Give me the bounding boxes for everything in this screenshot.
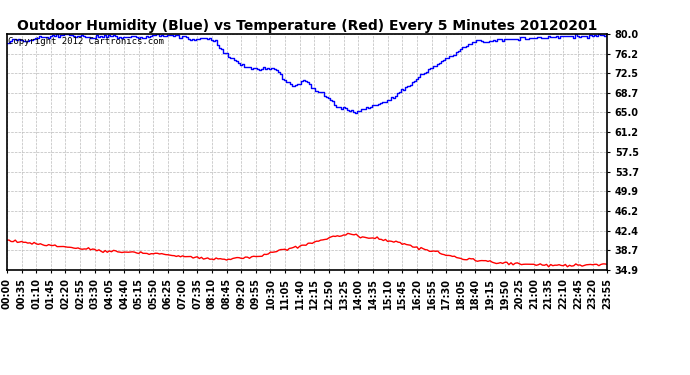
Text: Copyright 2012 Cartronics.com: Copyright 2012 Cartronics.com xyxy=(8,37,164,46)
Title: Outdoor Humidity (Blue) vs Temperature (Red) Every 5 Minutes 20120201: Outdoor Humidity (Blue) vs Temperature (… xyxy=(17,19,598,33)
